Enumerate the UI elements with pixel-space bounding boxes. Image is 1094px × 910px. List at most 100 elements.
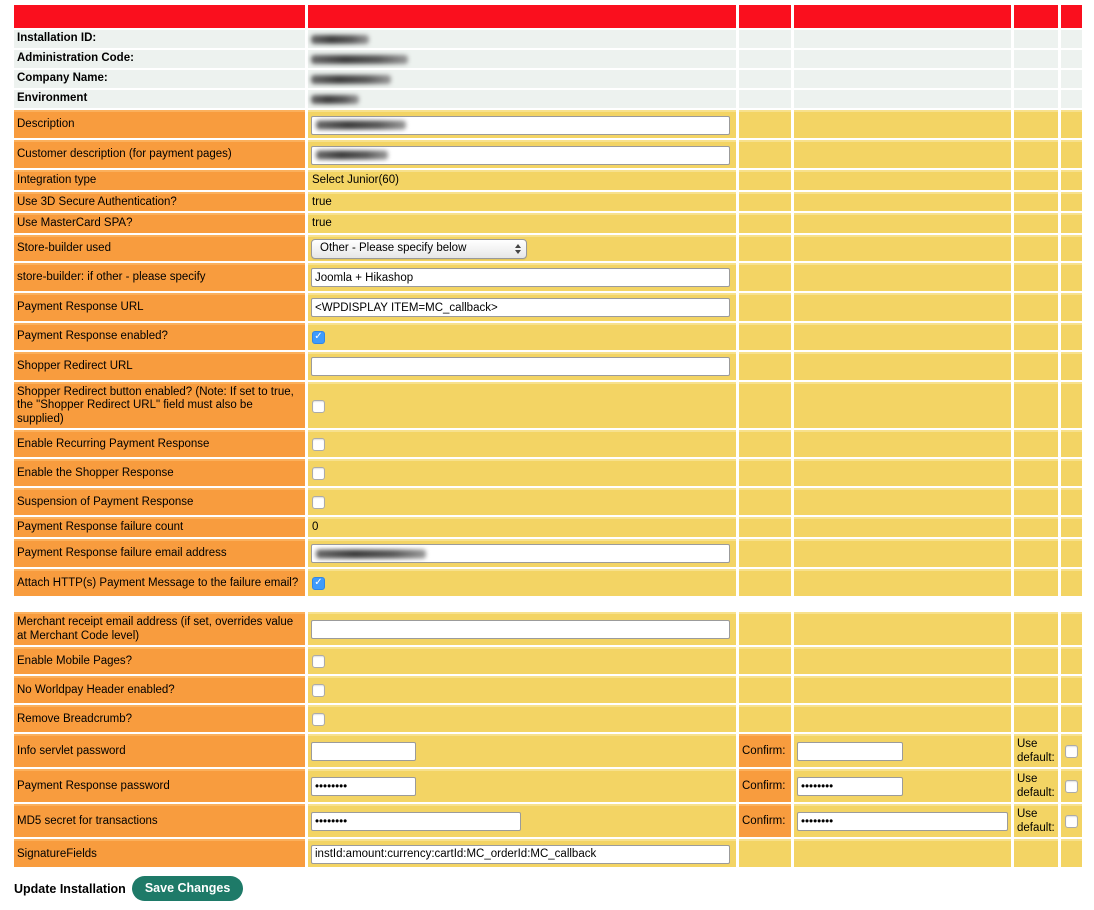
field-label: Use MasterCard SPA? bbox=[14, 213, 305, 233]
field-checkbox[interactable] bbox=[312, 330, 325, 344]
field-static-value: 0 bbox=[312, 521, 319, 534]
empty-cell bbox=[739, 351, 791, 380]
empty-cell bbox=[1014, 170, 1058, 190]
field-input-wrap bbox=[311, 115, 730, 135]
field-value-cell: Other - Please specify below bbox=[308, 234, 736, 261]
field-label: SignatureFields bbox=[14, 839, 305, 868]
store-builder-select[interactable]: Other - Please specify below bbox=[311, 238, 527, 259]
use-default-checkbox[interactable] bbox=[1065, 815, 1078, 829]
empty-cell bbox=[739, 140, 791, 168]
info-row-cell bbox=[739, 30, 791, 48]
field-checkbox[interactable] bbox=[312, 438, 325, 452]
text-input[interactable] bbox=[311, 620, 730, 639]
field-checkbox[interactable] bbox=[312, 655, 325, 669]
text-input[interactable] bbox=[311, 544, 730, 564]
empty-cell bbox=[1061, 488, 1082, 516]
empty-cell bbox=[739, 517, 791, 537]
field-value-cell bbox=[308, 676, 736, 704]
empty-cell bbox=[1014, 381, 1058, 429]
confirm-label: Confirm: bbox=[739, 804, 791, 838]
field-checkbox[interactable] bbox=[312, 576, 325, 590]
empty-cell bbox=[794, 538, 1011, 567]
empty-cell bbox=[1014, 538, 1058, 567]
table-row: Company Name: bbox=[14, 70, 1082, 88]
empty-cell bbox=[739, 705, 791, 733]
empty-cell bbox=[794, 170, 1011, 190]
update-installation-label: Update Installation bbox=[14, 881, 126, 896]
field-input-wrap bbox=[311, 268, 730, 288]
spacer-row bbox=[14, 598, 1082, 610]
text-input[interactable] bbox=[311, 268, 730, 288]
confirm-label: Confirm: bbox=[739, 769, 791, 803]
password-input[interactable] bbox=[311, 777, 416, 797]
header-cell bbox=[794, 5, 1011, 28]
empty-cell bbox=[794, 351, 1011, 380]
field-checkbox[interactable] bbox=[312, 467, 325, 481]
password-input[interactable] bbox=[311, 812, 521, 832]
table-row: Payment Response password Confirm: Use def… bbox=[14, 769, 1082, 803]
text-input[interactable] bbox=[311, 844, 730, 864]
info-row-value bbox=[308, 30, 736, 48]
confirm-input[interactable] bbox=[797, 812, 1008, 832]
use-default-label: Use default: bbox=[1014, 769, 1058, 803]
empty-cell bbox=[739, 322, 791, 350]
table-row: Customer description (for payment pages) bbox=[14, 140, 1082, 168]
empty-cell bbox=[739, 262, 791, 291]
field-value-cell: 0 bbox=[308, 517, 736, 537]
table-row: MD5 secret for transactions Confirm: Use d… bbox=[14, 804, 1082, 838]
empty-cell bbox=[1061, 568, 1082, 596]
info-row-cell bbox=[1014, 70, 1058, 88]
redacted-value bbox=[311, 34, 369, 44]
field-input-wrap bbox=[311, 544, 730, 564]
empty-cell bbox=[1014, 705, 1058, 733]
field-checkbox[interactable] bbox=[312, 684, 325, 698]
empty-cell bbox=[1014, 292, 1058, 321]
confirm-input[interactable] bbox=[797, 777, 903, 797]
empty-cell bbox=[794, 262, 1011, 291]
field-value-cell bbox=[308, 769, 736, 803]
empty-cell bbox=[739, 170, 791, 190]
save-changes-button[interactable]: Save Changes bbox=[131, 876, 244, 902]
use-default-checkbox[interactable] bbox=[1065, 745, 1078, 759]
password-input[interactable] bbox=[311, 742, 416, 762]
field-input-wrap bbox=[311, 777, 416, 797]
table-row bbox=[14, 5, 1082, 28]
empty-cell bbox=[794, 676, 1011, 704]
table-row: Payment Response enabled? bbox=[14, 322, 1082, 350]
empty-cell bbox=[1061, 459, 1082, 487]
field-checkbox[interactable] bbox=[312, 496, 325, 510]
use-default-label: Use default: bbox=[1014, 804, 1058, 838]
table-row: Shopper Redirect button enabled? (Note: … bbox=[14, 381, 1082, 429]
empty-cell bbox=[739, 676, 791, 704]
text-input[interactable] bbox=[311, 145, 730, 165]
field-value-cell bbox=[308, 538, 736, 567]
empty-cell bbox=[1014, 488, 1058, 516]
empty-cell bbox=[739, 110, 791, 138]
redacted-value bbox=[311, 94, 359, 104]
confirm-value-cell bbox=[794, 734, 1011, 768]
empty-cell bbox=[1061, 611, 1082, 646]
field-value-cell bbox=[308, 262, 736, 291]
table-row: Installation ID: bbox=[14, 30, 1082, 48]
arrow-up-icon bbox=[515, 243, 521, 248]
empty-cell bbox=[739, 292, 791, 321]
redacted-value bbox=[311, 74, 391, 84]
text-input[interactable] bbox=[311, 115, 730, 135]
table-row: Use 3D Secure Authentication? true bbox=[14, 191, 1082, 212]
field-value-cell bbox=[308, 647, 736, 675]
field-checkbox[interactable] bbox=[312, 399, 325, 413]
empty-cell bbox=[1061, 351, 1082, 380]
text-input[interactable] bbox=[311, 298, 730, 318]
field-value-cell bbox=[308, 430, 736, 458]
field-value-cell bbox=[308, 322, 736, 350]
field-label: store-builder: if other - please specify bbox=[14, 262, 305, 291]
info-row-value bbox=[308, 70, 736, 88]
text-input[interactable] bbox=[311, 357, 730, 377]
empty-cell bbox=[1014, 647, 1058, 675]
field-checkbox[interactable] bbox=[312, 713, 325, 727]
table-row: Environment bbox=[14, 90, 1082, 108]
use-default-checkbox[interactable] bbox=[1065, 780, 1078, 794]
empty-cell bbox=[1014, 839, 1058, 868]
field-input-wrap bbox=[311, 742, 416, 762]
confirm-input[interactable] bbox=[797, 742, 903, 762]
